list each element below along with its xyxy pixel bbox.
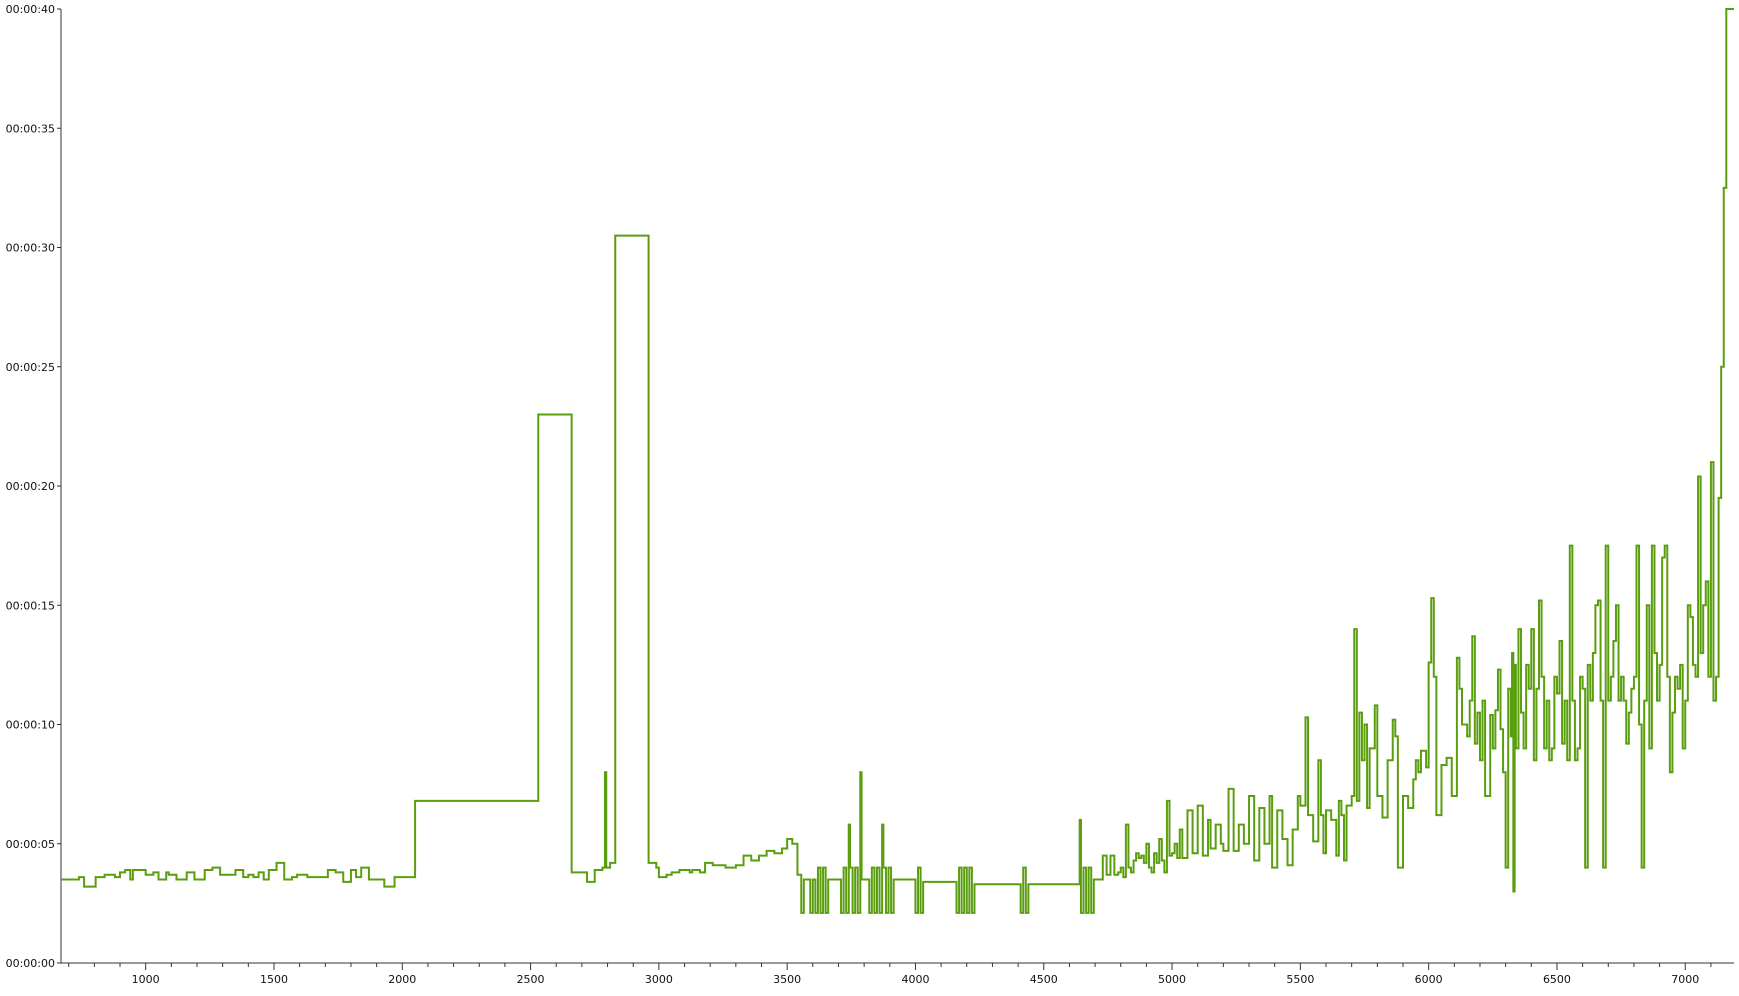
y-tick-label: 00:00:20 — [6, 480, 55, 493]
y-tick-label: 00:00:00 — [6, 957, 55, 970]
x-tick-label: 1500 — [260, 973, 288, 986]
series-area — [61, 8, 1734, 914]
x-tick-label: 4500 — [1030, 973, 1058, 986]
y-tick-label: 00:00:15 — [6, 599, 55, 612]
y-tick-label: 00:00:35 — [6, 122, 55, 135]
x-tick-label: 6000 — [1415, 973, 1443, 986]
y-tick-label: 00:00:05 — [6, 838, 55, 851]
series-line-0 — [61, 8, 1734, 914]
x-tick-label: 4000 — [901, 973, 929, 986]
x-tick-label: 5500 — [1286, 973, 1314, 986]
x-tick-label: 3500 — [773, 973, 801, 986]
x-tick-label: 5000 — [1158, 973, 1186, 986]
x-tick-label: 6500 — [1543, 973, 1571, 986]
y-tick-label: 00:00:40 — [6, 3, 55, 16]
x-tick-label: 7000 — [1671, 973, 1699, 986]
y-tick-label: 00:00:25 — [6, 361, 55, 374]
y-tick-label: 00:00:10 — [6, 719, 55, 732]
x-tick-label: 1000 — [132, 973, 160, 986]
x-tick-label: 3000 — [645, 973, 673, 986]
x-tick-label: 2500 — [517, 973, 545, 986]
x-tick-label: 2000 — [388, 973, 416, 986]
y-axis: 00:00:00 00:00:05 00:00:10 00:00:15 00:00:20… — [6, 3, 62, 970]
y-tick-label: 00:00:30 — [6, 242, 55, 255]
x-axis: 1000 1500 2000 2500 3000 3500 4000 4500 5000 5500… — [61, 962, 1734, 986]
